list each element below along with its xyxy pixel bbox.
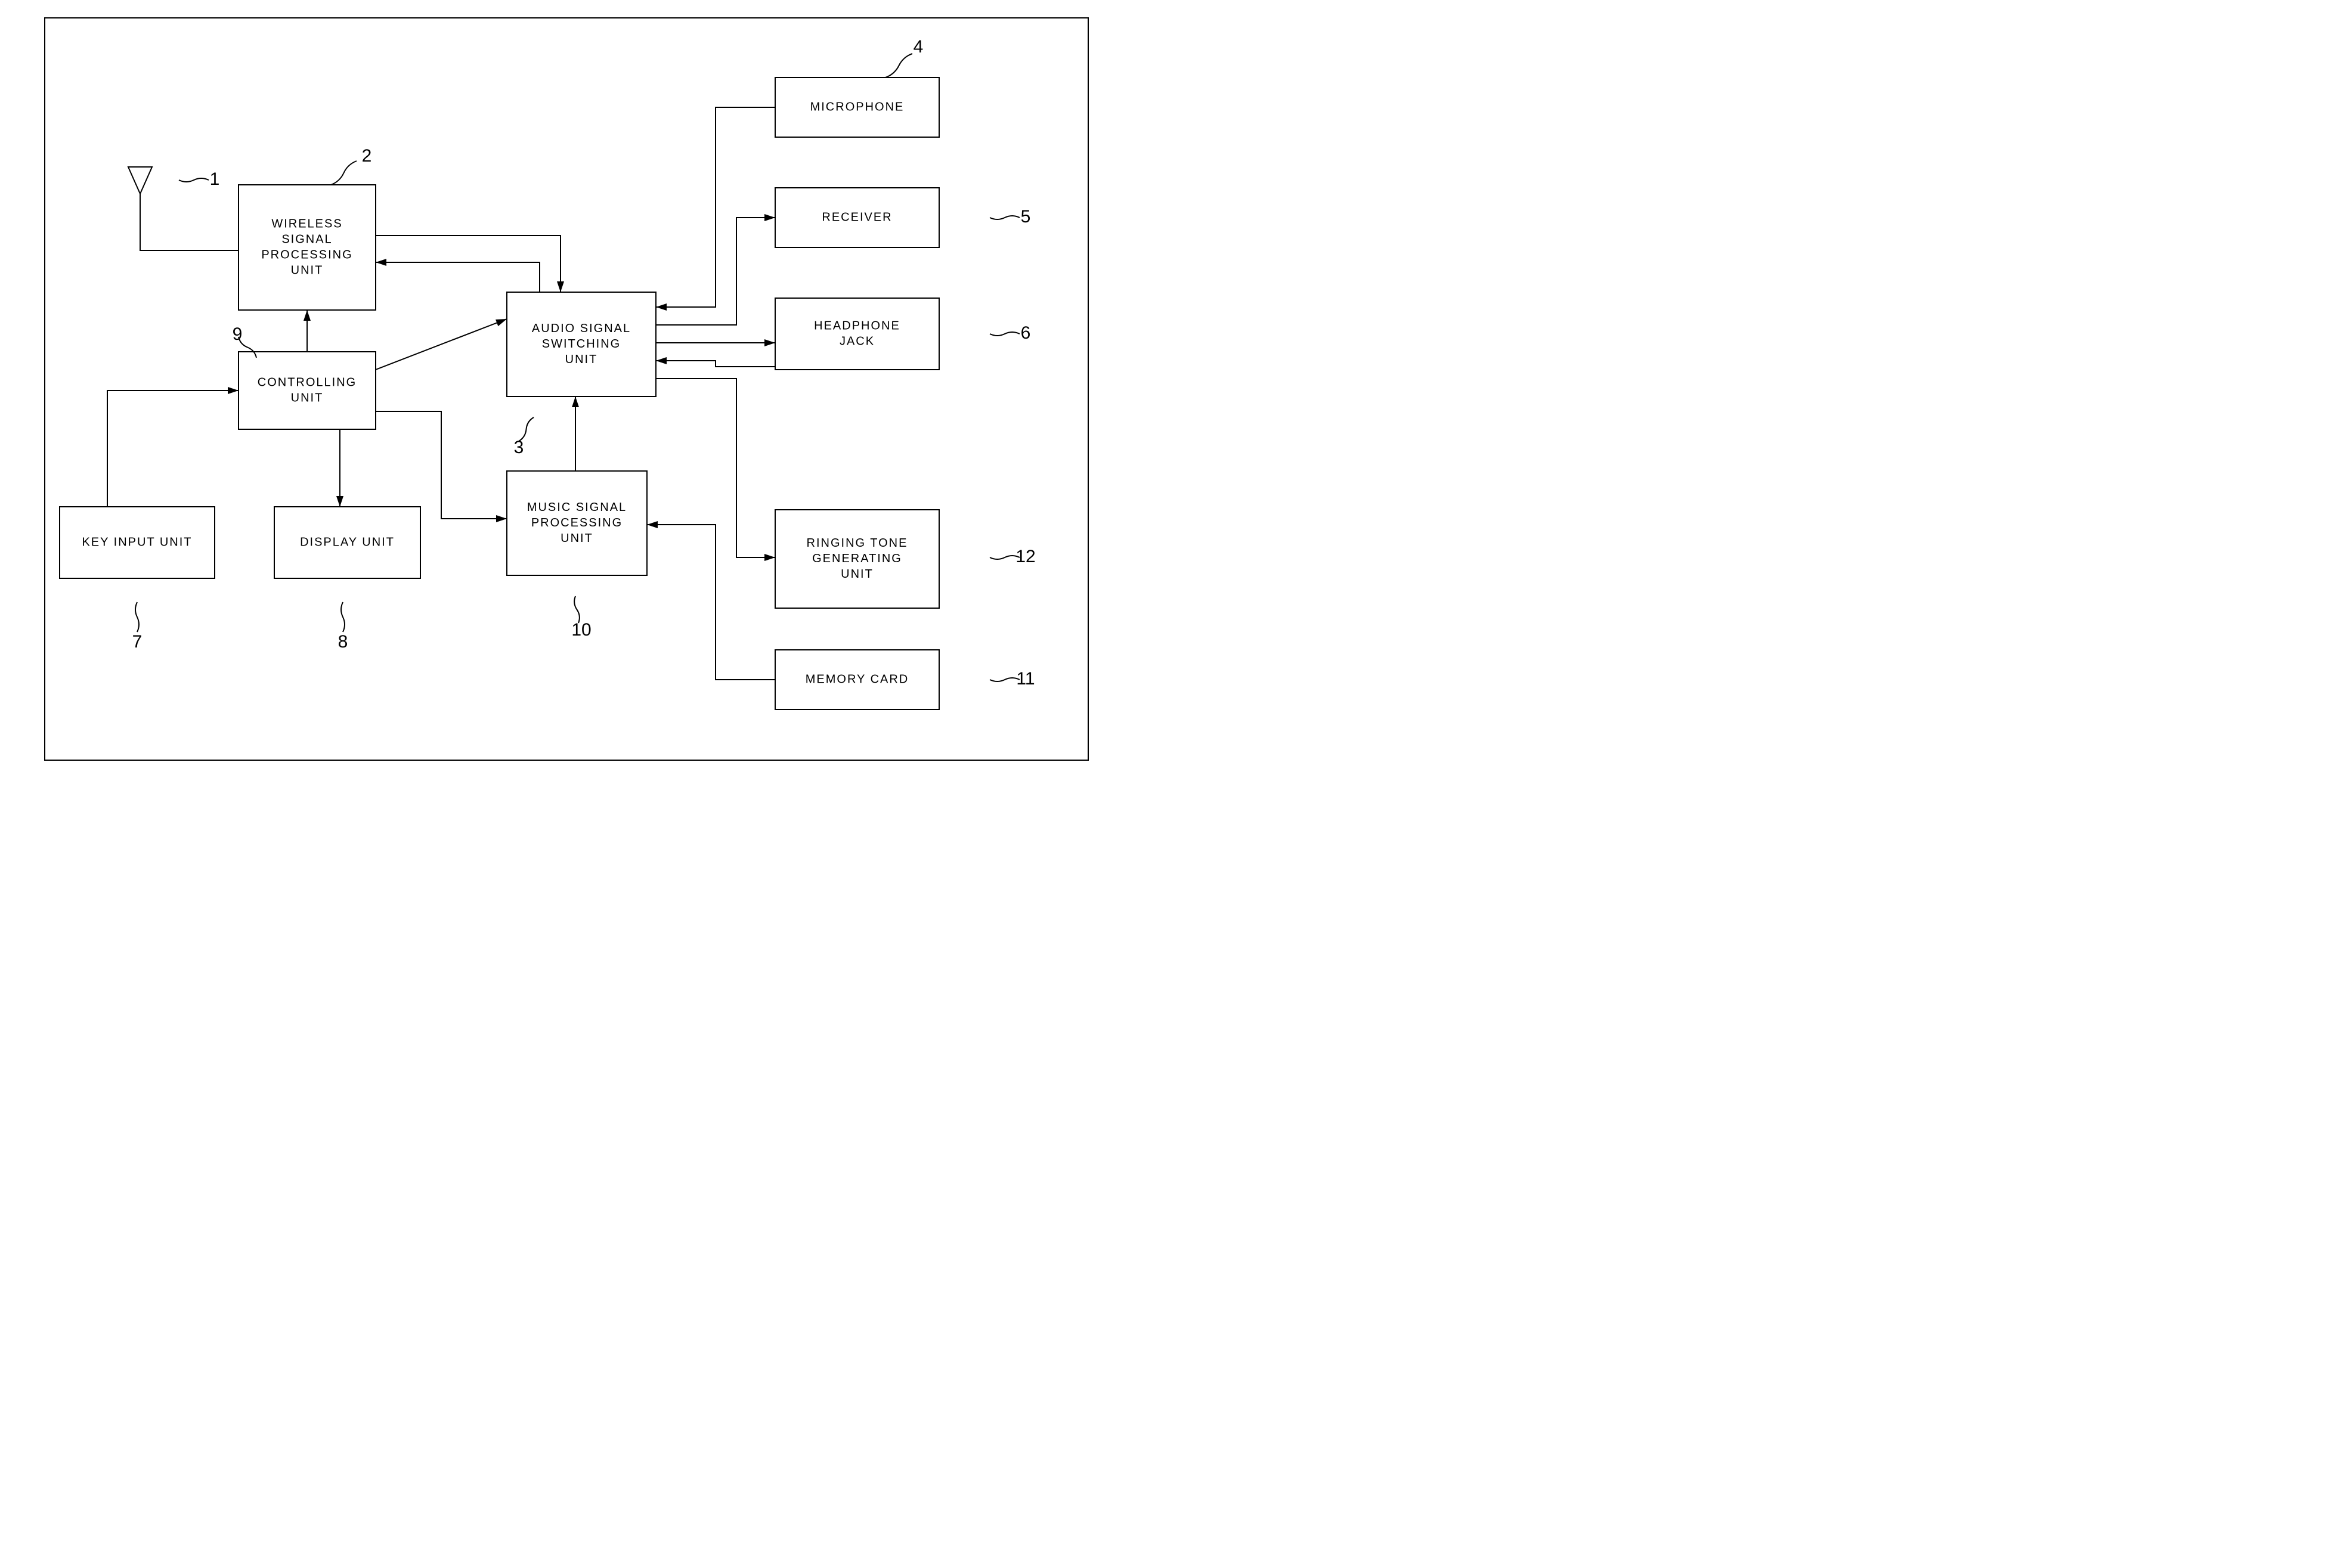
block-label-n12-line0: RINGING TONE — [807, 537, 908, 550]
block-label-n2-line2: PROCESSING — [261, 248, 352, 261]
block-label-n9-line0: CONTROLLING — [258, 376, 357, 389]
outer-frame — [45, 18, 1088, 760]
arrowhead — [557, 281, 564, 292]
block-label-n7-line0: KEY INPUT UNIT — [82, 535, 192, 549]
ref-label-n4: 4 — [914, 37, 924, 57]
block-label-n2-line0: WIRELESS — [271, 217, 342, 230]
block-label-n9-line1: UNIT — [291, 391, 324, 404]
ref-label-n2: 2 — [362, 146, 372, 166]
block-label-n2-line3: UNIT — [291, 264, 324, 277]
ref-squiggle — [179, 178, 209, 182]
ref-squiggle — [341, 602, 345, 632]
edge-9-to-3 — [376, 319, 507, 370]
arrowhead — [228, 387, 239, 394]
edge-3-to-2-lower — [376, 262, 540, 292]
arrowhead — [764, 339, 775, 346]
arrowhead — [336, 496, 343, 507]
arrowhead — [572, 396, 579, 407]
block-label-n4-line0: MICROPHONE — [810, 100, 905, 113]
edge-2-to-3-upper — [376, 235, 561, 292]
ref-label-n9: 9 — [233, 324, 243, 344]
block-label-n3-line1: SWITCHING — [542, 337, 621, 351]
block-label-n10-line1: PROCESSING — [531, 516, 623, 529]
arrowhead — [764, 214, 775, 221]
edge-7-to-9 — [107, 391, 239, 507]
arrowhead — [304, 310, 311, 321]
arrowhead — [496, 515, 507, 522]
ref-label-n12: 12 — [1015, 547, 1035, 566]
block-label-n8-line0: DISPLAY UNIT — [300, 535, 395, 549]
arrowhead — [496, 319, 507, 326]
block-label-n3-line2: UNIT — [565, 353, 598, 366]
ref-label-n6: 6 — [1021, 323, 1031, 343]
ref-label-n3: 3 — [514, 438, 524, 457]
ref-label-n8: 8 — [338, 632, 348, 652]
arrowhead — [764, 554, 775, 561]
edge-9-to-10 — [376, 411, 507, 519]
block-label-n10-line2: UNIT — [561, 532, 593, 545]
ref-squiggle — [885, 54, 912, 78]
edge-3-to-4 — [656, 107, 775, 307]
antenna-icon — [128, 167, 152, 194]
ref-squiggle — [331, 161, 357, 185]
arrowhead — [376, 259, 386, 266]
ref-squiggle — [990, 332, 1020, 336]
ref-label-n5: 5 — [1021, 207, 1031, 227]
arrowhead — [656, 303, 667, 311]
ref-label-n1: 1 — [210, 169, 220, 189]
block-label-n11-line0: MEMORY CARD — [806, 673, 909, 686]
ref-squiggle — [574, 596, 580, 623]
block-label-n3-line0: AUDIO SIGNAL — [532, 322, 631, 335]
arrowhead — [647, 521, 658, 528]
block-n6 — [775, 298, 939, 370]
ref-squiggle — [990, 216, 1020, 219]
ref-label-n7: 7 — [132, 632, 143, 652]
ref-label-n11: 11 — [1016, 669, 1035, 689]
ref-squiggle — [990, 678, 1020, 681]
block-label-n6-line0: HEADPHONE — [814, 319, 900, 332]
block-label-n5-line0: RECEIVER — [822, 210, 892, 224]
block-n9 — [239, 352, 376, 429]
block-label-n10-line0: MUSIC SIGNAL — [527, 501, 627, 514]
block-label-n12-line2: UNIT — [841, 568, 874, 581]
block-n2 — [239, 185, 376, 310]
arrowhead — [656, 357, 667, 364]
block-label-n2-line1: SIGNAL — [281, 233, 332, 246]
block-label-n6-line1: JACK — [840, 334, 875, 348]
ref-squiggle — [135, 602, 139, 632]
edge-11-to-10 — [647, 525, 775, 680]
edge-ant-to-2 — [140, 194, 239, 250]
ref-label-n10: 10 — [571, 620, 591, 640]
edge-6-to-3-in — [656, 361, 775, 367]
block-label-n12-line1: GENERATING — [812, 552, 902, 565]
